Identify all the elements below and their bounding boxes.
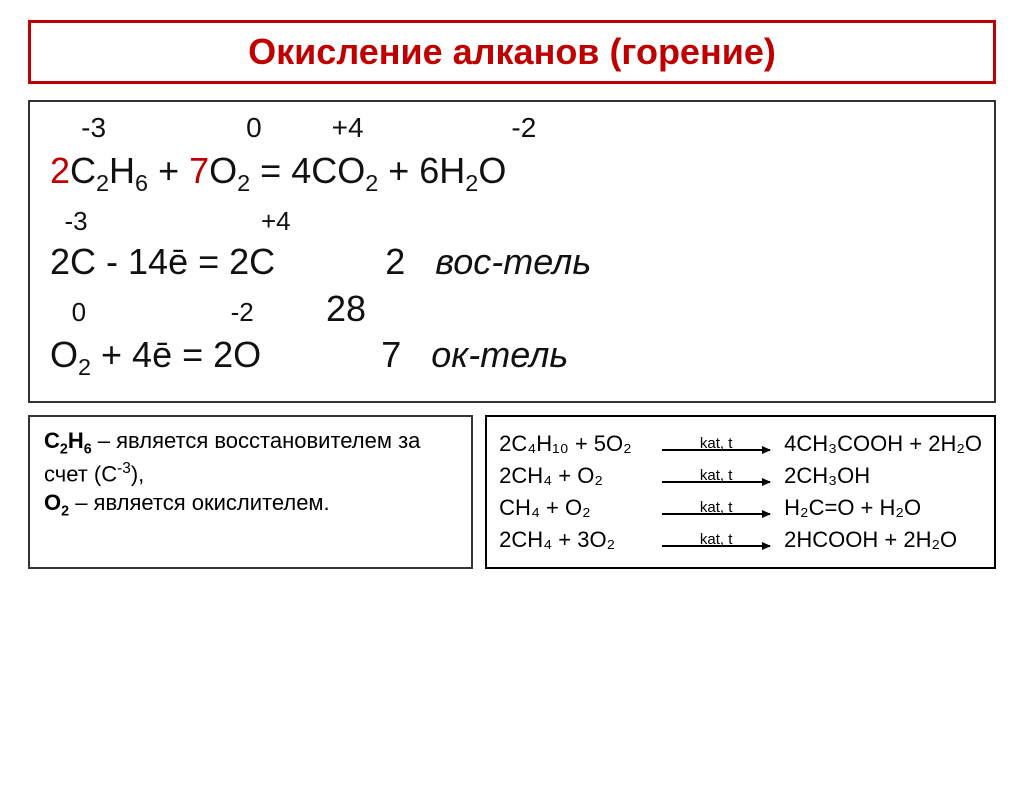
reaction-arrow: kat, t xyxy=(662,532,770,547)
combustion-equation: 2C2H6 + 7O2 = 4CO2 + 6H2O xyxy=(50,148,974,198)
reaction-arrow: kat, t xyxy=(662,468,770,483)
reaction-arrow: kat, t xyxy=(662,436,770,451)
reaction-rhs: 2HCOOH + 2H₂O xyxy=(784,527,957,553)
reaction-row: 2C₄H₁₀ + 5O₂ kat, t 4CH₃COOH + 2H₂O xyxy=(499,431,982,457)
reaction-rhs: H₂C=O + H₂O xyxy=(784,495,921,521)
bottom-row: C2H6 – является восстановителем за счет … xyxy=(28,415,996,569)
reaction-lhs: 2CH₄ + 3O₂ xyxy=(499,527,654,553)
half-reaction-1: 2C - 14ē = 2C 2 вос-тель xyxy=(50,239,974,284)
title-container: Окисление алканов (горение) xyxy=(28,20,996,84)
catalytic-reactions-box: 2C₄H₁₀ + 5O₂ kat, t 4CH₃COOH + 2H₂O 2CH₄… xyxy=(485,415,996,569)
oxidation-states-row-1: -3 0 +4 -2 xyxy=(50,112,974,144)
page-title: Окисление алканов (горение) xyxy=(47,31,977,73)
half-reaction-2: O2 + 4ē = 2O 7 ок-тель xyxy=(50,332,974,382)
reaction-rhs: 2CH₃OH xyxy=(784,463,870,489)
reaction-row: CH₄ + O₂ kat, t H₂C=O + H₂O xyxy=(499,495,982,521)
oxidation-states-row-3: 0 -2 28 xyxy=(50,288,974,330)
reaction-lhs: 2CH₄ + O₂ xyxy=(499,463,654,489)
reaction-lhs: 2C₄H₁₀ + 5O₂ xyxy=(499,431,654,457)
reaction-row: 2CH₄ + O₂ kat, t 2CH₃OH xyxy=(499,463,982,489)
main-derivation-box: -3 0 +4 -2 2C2H6 + 7O2 = 4CO2 + 6H2O -3 … xyxy=(28,100,996,403)
reaction-arrow: kat, t xyxy=(662,500,770,515)
reaction-row: 2CH₄ + 3O₂ kat, t 2HCOOH + 2H₂O xyxy=(499,527,982,553)
reaction-lhs: CH₄ + O₂ xyxy=(499,495,654,521)
oxidation-states-row-2: -3 +4 xyxy=(50,206,974,237)
reaction-rhs: 4CH₃COOH + 2H₂O xyxy=(784,431,982,457)
redox-note-box: C2H6 – является восстановителем за счет … xyxy=(28,415,473,569)
